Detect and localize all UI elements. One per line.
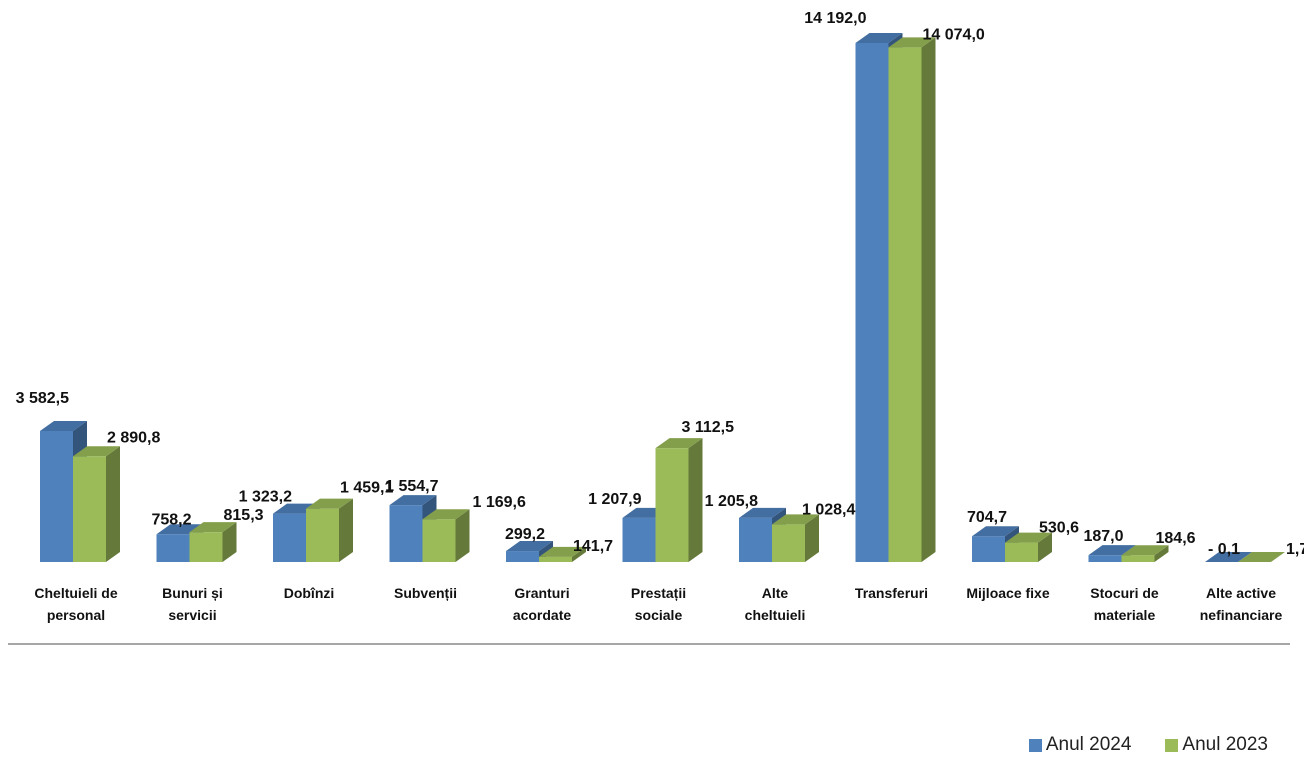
bar-top-face (539, 546, 586, 557)
category-label: Cheltuieli de personal (34, 585, 117, 623)
legend-item-series-1: Anul 2024 (1028, 734, 1132, 756)
bar-top-face (772, 514, 819, 525)
bar-anul-2023 (655, 448, 689, 562)
bar-side-face (222, 522, 237, 562)
bar-top-face (1238, 551, 1285, 562)
bar-anul-2023 (1121, 555, 1155, 562)
data-label: 187,0 (1083, 528, 1123, 545)
bar-top-face (972, 526, 1019, 537)
bar-top-face (655, 438, 703, 449)
bar-side-face (106, 446, 120, 562)
bar-anul-2023 (772, 524, 805, 562)
bars-layer (40, 33, 1285, 562)
data-label: 1 554,7 (385, 478, 438, 495)
bar-top-face (189, 522, 237, 533)
bar-anul-2024 (972, 536, 1005, 562)
bar-side-face (339, 498, 353, 562)
bar-top-face (855, 33, 903, 43)
category-label: Granturi acordate (513, 585, 572, 623)
bar-anul-2023 (422, 519, 456, 562)
bar-anul-2023 (73, 456, 106, 562)
bar-top-face (389, 495, 437, 506)
category-label: Transferuri (855, 585, 928, 601)
bar-anul-2023 (189, 532, 223, 562)
bar-top-face (73, 446, 120, 457)
bar-top-face (40, 420, 87, 431)
legend-swatch (1165, 738, 1179, 752)
bar-side-face (572, 546, 586, 562)
data-label: 141,7 (573, 538, 613, 555)
data-label: 1,7 (1286, 541, 1304, 558)
legend-label: Anul 2023 (1182, 734, 1268, 755)
data-label: 815,3 (224, 507, 264, 524)
data-label: 2 890,8 (107, 429, 160, 446)
data-label: 1 028,4 (802, 501, 855, 518)
bar-top-face (888, 37, 936, 48)
bar-anul-2024 (156, 534, 190, 562)
bar-side-face (1271, 551, 1285, 562)
data-label: 530,6 (1039, 520, 1079, 537)
legend: Anul 2024 Anul 2023 (1028, 734, 1268, 756)
bar-anul-2024 (855, 43, 889, 562)
bar-anul-2023 (306, 508, 339, 562)
data-label: 3 582,5 (16, 390, 69, 407)
bar-anul-2024 (389, 505, 423, 562)
bar-side-face (1038, 532, 1052, 562)
bar-anul-2024 (40, 430, 73, 562)
bar-side-face (455, 509, 470, 562)
bar-anul-2023 (888, 47, 922, 562)
category-label: Prestații sociale (631, 585, 686, 623)
legend-swatch (1028, 738, 1042, 752)
data-label: 1 169,6 (473, 494, 526, 511)
data-label: 704,7 (967, 509, 1007, 526)
bar-anul-2023 (539, 556, 572, 562)
category-label: Subvenții (394, 585, 457, 601)
bar-anul-2024 (622, 517, 656, 562)
legend-label: Anul 2024 (1045, 734, 1132, 755)
bar-top-face (1121, 545, 1169, 556)
category-labels-layer: Cheltuieli de personal Bunuri și servicii Do… (34, 585, 1282, 623)
data-label: 299,2 (505, 526, 545, 543)
bar-side-face (921, 37, 936, 562)
category-label: Alte active nefinanciare (1200, 585, 1283, 623)
bar-side-face (1154, 545, 1169, 562)
bar-anul-2024 (506, 551, 539, 562)
bar-top-face (1205, 552, 1252, 562)
data-label: 1 207,9 (588, 491, 641, 508)
data-label: - 0,1 (1208, 541, 1240, 558)
bar-top-face (1088, 545, 1136, 556)
data-label: 14 074,0 (923, 26, 985, 43)
data-label: 3 112,5 (682, 419, 735, 436)
category-label: Alte cheltuieli (745, 585, 806, 623)
bar-side-face (805, 514, 819, 562)
bar-anul-2024 (1088, 555, 1122, 562)
data-label: 1 459,1 (340, 480, 393, 497)
bar-side-face (688, 438, 703, 562)
bar-top-face (739, 507, 786, 518)
bar-top-face (306, 498, 353, 509)
data-label: 1 205,8 (705, 493, 758, 510)
category-label: Bunuri și servicii (162, 585, 223, 623)
bar-anul-2024 (739, 517, 772, 562)
category-label: Stocuri de materiale (1090, 585, 1159, 623)
category-label: Mijloace fixe (966, 585, 1049, 601)
bar-top-face (506, 541, 553, 552)
bar-top-face (422, 509, 470, 520)
category-label: Dobînzi (284, 585, 335, 601)
bar-top-face (1005, 532, 1052, 543)
data-label: 758,2 (151, 511, 191, 528)
bar-anul-2023 (1005, 542, 1038, 562)
bar-anul-2024 (273, 513, 306, 562)
data-label: 14 192,0 (804, 10, 866, 27)
data-label: 184,6 (1156, 530, 1196, 547)
legend-item-series-2: Anul 2023 (1165, 734, 1268, 756)
data-label: 1 323,2 (239, 489, 292, 506)
